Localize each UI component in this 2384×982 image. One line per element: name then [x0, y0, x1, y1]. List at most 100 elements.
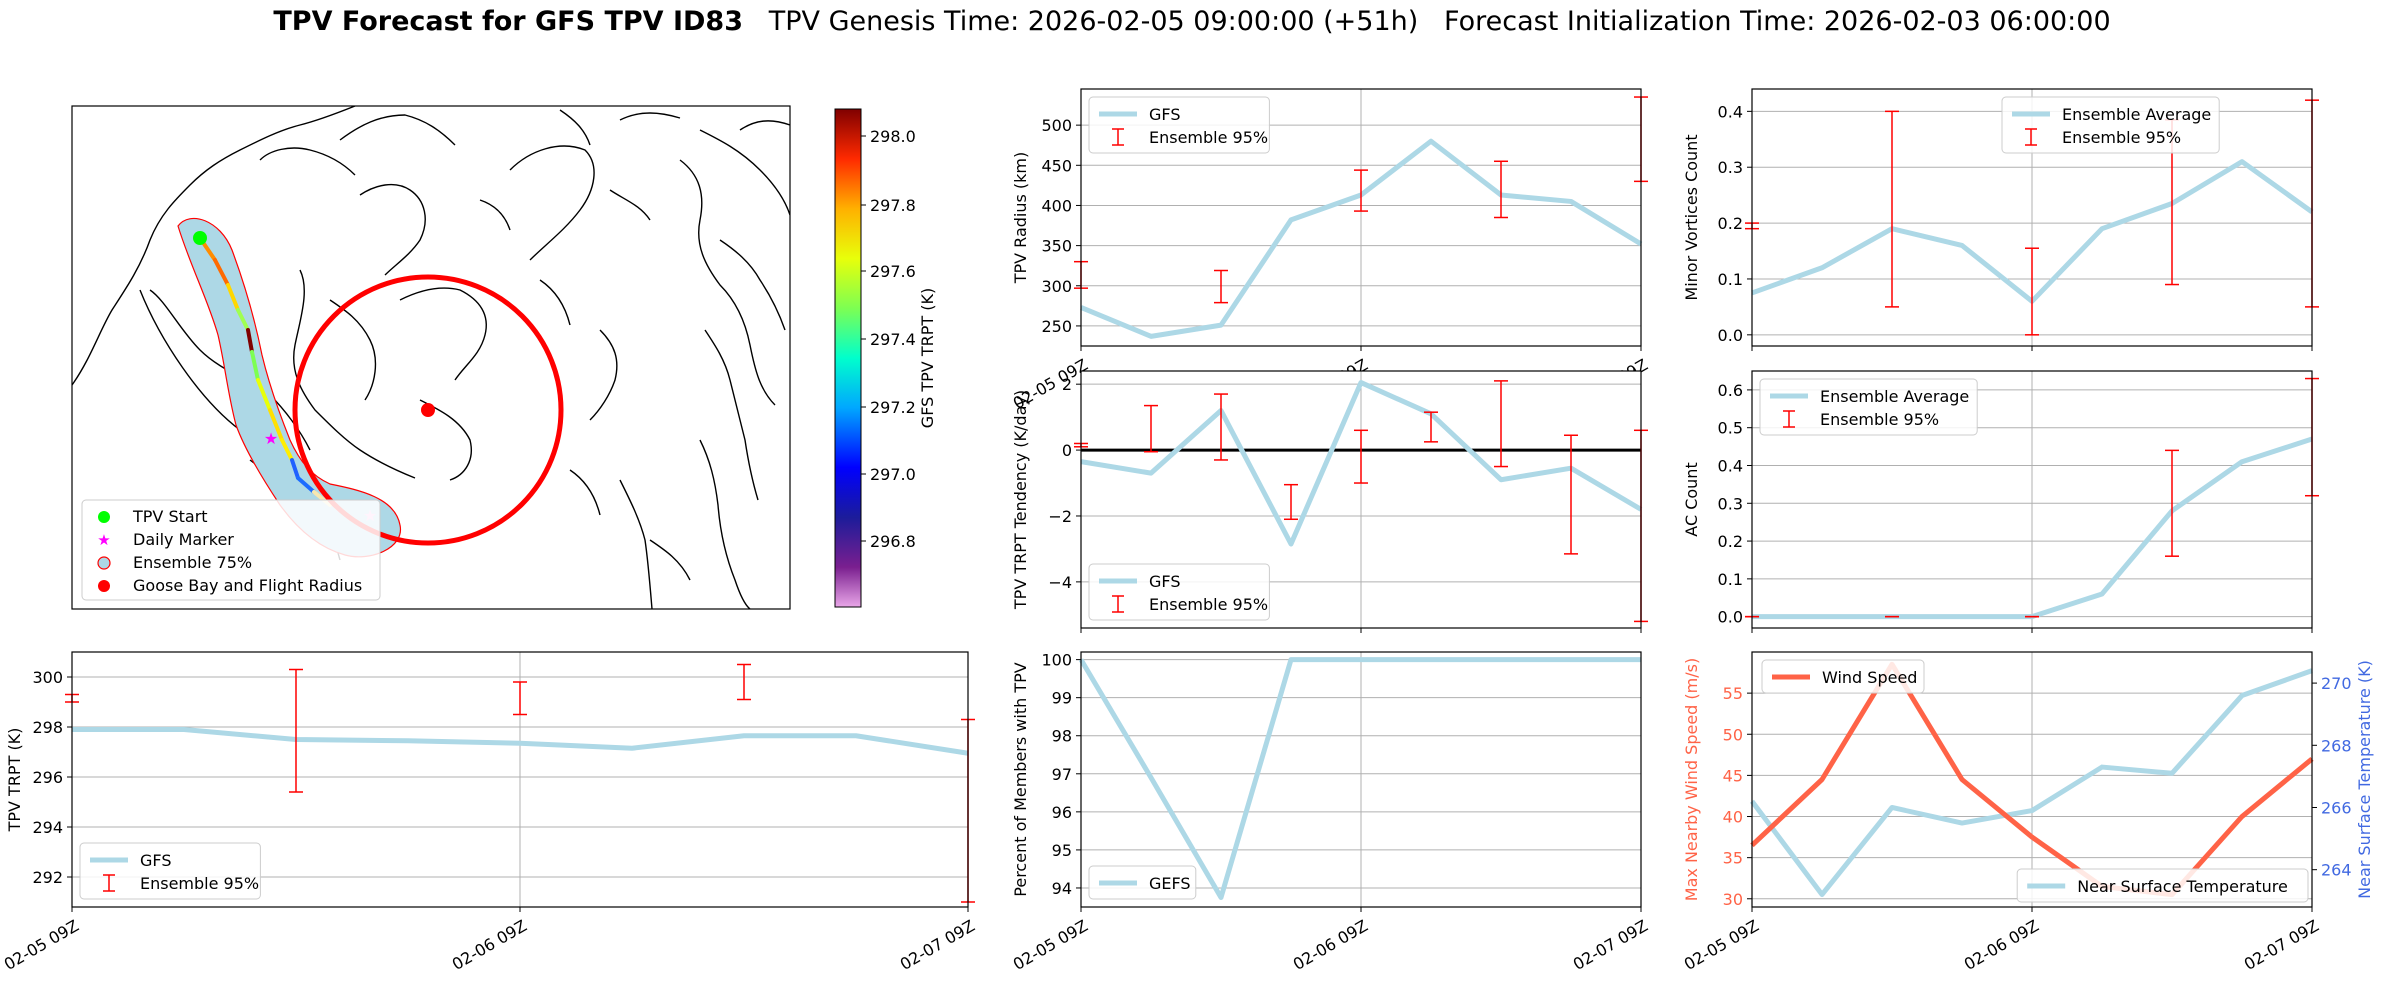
- legend-errorbar-icon: [2025, 128, 2037, 146]
- series-near-surface-temperature: [1750, 668, 2313, 898]
- y-tick-label: 99: [1052, 689, 1072, 708]
- y-axis-label: Minor Vortices Count: [1682, 134, 1701, 300]
- y-tick-label: 292: [32, 868, 63, 887]
- colorbar-ticks: 298.0 297.8 297.6 297.4 297.2 297.0 296.…: [861, 127, 916, 551]
- colorbar-tick-label: 296.8: [870, 532, 916, 551]
- y-tick-label: 0.6: [1718, 381, 1743, 400]
- legend-label: GEFS: [1149, 874, 1191, 893]
- legend-goose-bay-icon: [98, 580, 110, 592]
- y-tick-label: 55: [1723, 684, 1743, 703]
- y-tick-label: 95: [1052, 841, 1072, 860]
- errorbar: [737, 663, 751, 701]
- errorbar: [1284, 483, 1298, 521]
- y-tick-label: 0.4: [1718, 102, 1743, 121]
- legend-label: GFS: [1149, 105, 1180, 124]
- legend-label: GFS: [1149, 572, 1180, 591]
- y-tick-label: 0.1: [1718, 570, 1743, 589]
- legend-ensemble-icon: [97, 556, 111, 570]
- chart-tendency: −4 −2 0 2 GFS Ensemble 95% TPV TRPT Tendency (…: [1011, 370, 1648, 633]
- legend-frame: [1088, 96, 1270, 154]
- map-legend: TPV Start ★ Daily Marker Ensemble 75% Go…: [81, 499, 381, 601]
- errorbar: [1214, 393, 1228, 461]
- legend-label: GFS: [140, 851, 171, 870]
- y-right-tick-label: 266: [2321, 798, 2352, 817]
- y-tick-label: 350: [1041, 237, 1072, 256]
- errorbar: [1354, 429, 1368, 484]
- errorbar: [1494, 160, 1508, 219]
- y-tick-label: 300: [32, 668, 63, 687]
- y-tick-label: 40: [1723, 808, 1743, 827]
- y-tick-label: 94: [1052, 879, 1072, 898]
- x-tick-label: 02-06 09Z: [1961, 916, 2042, 974]
- y-tick-label: 0: [1062, 441, 1072, 460]
- colorbar-label: GFS TPV TRPT (K): [918, 288, 937, 428]
- y-tick-label: 0.3: [1718, 494, 1743, 513]
- y-tick-label: 96: [1052, 803, 1072, 822]
- legend-frame: [1088, 563, 1270, 621]
- y-tick-label: 0.4: [1718, 456, 1743, 475]
- legend-label: TPV Start: [132, 507, 208, 526]
- y-axis-label: TPV Radius (km): [1011, 152, 1030, 285]
- y-tick-label: 0.3: [1718, 158, 1743, 177]
- x-tick-label: 02-05 09Z: [1, 916, 82, 974]
- legend-label: Ensemble 95%: [140, 874, 259, 893]
- tpv-start-marker: [193, 231, 207, 245]
- legend-label: Ensemble 95%: [2062, 128, 2181, 147]
- y-tick-label: 250: [1041, 317, 1072, 336]
- legend-errorbar-icon: [1112, 128, 1124, 146]
- y-tick-label: 450: [1041, 156, 1072, 175]
- legend-label: Ensemble 95%: [1149, 595, 1268, 614]
- y-tick-label: 30: [1723, 890, 1743, 909]
- y-tick-label: 400: [1041, 196, 1072, 215]
- legend-frame: [1088, 865, 1197, 900]
- series-gfs: [72, 727, 969, 756]
- legend-frame: [79, 842, 261, 900]
- legend-label: Wind Speed: [1822, 668, 1917, 687]
- legend-frame: [2016, 868, 2309, 903]
- y-axis-label: Max Nearby Wind Speed (m/s): [1682, 658, 1701, 901]
- y-tick-label: 0.0: [1718, 326, 1743, 345]
- y-tick-label: 45: [1723, 766, 1743, 785]
- y-tick-label: 0.0: [1718, 608, 1743, 627]
- goose-bay-marker: [421, 403, 435, 417]
- y-tick-label: 2: [1062, 375, 1072, 394]
- legend-frame: [1759, 378, 1978, 436]
- y-right-axis-label: Near Surface Temperature (K): [2355, 660, 2374, 899]
- legend-label: Ensemble Average: [1820, 387, 1969, 406]
- colorbar-tick-label: 297.0: [870, 465, 916, 484]
- errorbar: [513, 681, 527, 716]
- legend-errorbar-icon: [103, 874, 115, 892]
- y-axis-label: TPV TRPT (K): [5, 728, 24, 833]
- chart-members: 94 95 96 97 98 99 100 GEFS 02-05 09Z 02-06 09Z 02-…: [1010, 651, 1651, 974]
- map-panel: ★ ★ TPV Start ★ Daily Marker Ensemble 75…: [71, 105, 791, 610]
- y-tick-label: 50: [1723, 725, 1743, 744]
- errorbar: [1424, 411, 1438, 443]
- x-tick-label: 02-07 09Z: [897, 916, 978, 974]
- chart-trpt: 292 294 296 298 300 GFS Ensemble 95% 02-05 09Z 0…: [1, 651, 978, 974]
- errorbar: [1885, 110, 1899, 308]
- y-axis-label: AC Count: [1682, 462, 1701, 536]
- y-right-tick-label: 270: [2321, 674, 2352, 693]
- colorbar-gradient: [834, 108, 862, 608]
- colorbar-tick-label: 297.2: [870, 398, 916, 417]
- y-tick-label: 0.2: [1718, 532, 1743, 551]
- legend-label: Ensemble Average: [2062, 105, 2211, 124]
- y-tick-label: 98: [1052, 727, 1072, 746]
- legend-label: Daily Marker: [133, 530, 234, 549]
- x-tick-label: 02-07 09Z: [2241, 916, 2322, 974]
- y-tick-label: 100: [1041, 651, 1072, 670]
- legend-label: Near Surface Temperature: [2077, 877, 2288, 896]
- legend-label: Ensemble 95%: [1820, 410, 1939, 429]
- figure-title-rest: TPV Genesis Time: 2026-02-05 09:00:00 (+…: [768, 6, 2111, 37]
- colorbar-tick-label: 297.4: [870, 330, 916, 349]
- figure-title: TPV Forecast for GFS TPV ID83 TPV Genesi…: [0, 6, 2384, 37]
- y-tick-label: 294: [32, 818, 63, 837]
- y-tick-label: 35: [1723, 849, 1743, 868]
- x-tick-label: 02-05 09Z: [1010, 916, 1091, 974]
- daily-marker-star: ★: [264, 429, 278, 448]
- legend-label: Goose Bay and Flight Radius: [133, 576, 362, 595]
- colorbar-tick-label: 297.6: [870, 262, 916, 281]
